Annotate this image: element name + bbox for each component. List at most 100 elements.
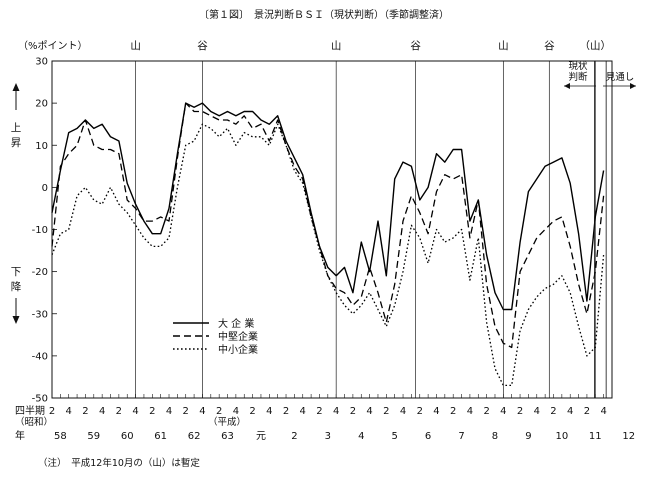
footnote: （注） 平成12年10月の（山）は暫定 [38,457,200,469]
x-quarter-label-10: 2 [216,406,222,417]
x-quarter-label-21: 4 [400,406,406,417]
cycle-marker-label-0: 山 [130,40,141,52]
x-quarter-label-9: 4 [199,406,205,417]
y-tick-label-0: 30 [35,57,48,68]
x-row3-label: 年 [15,429,25,442]
y-axis-unit-label: （%ポイント） [18,40,88,52]
x-quarter-label-3: 4 [99,406,105,417]
x-year-label-15: 10 [555,431,568,442]
x-quarter-label-13: 4 [266,406,272,417]
x-quarter-label-31: 4 [567,406,573,417]
x-year-label-0: 58 [54,431,67,442]
x-row1-label: 四半期 [15,404,45,417]
x-year-label-7: 2 [291,431,297,442]
down-arrow-head [12,316,20,324]
y-up-label-1: 上 [11,122,22,134]
y-down-label-1: 下 [11,266,22,278]
series-line-1 [51,102,605,349]
chart-title: 〔第１図〕 景況判断ＢＳＩ（現状判断）（季節調整済） [199,8,449,21]
x-quarter-label-12: 2 [249,406,255,417]
x-quarter-label-4: 2 [116,406,122,417]
y-tick-label-2: 10 [35,141,48,152]
x-quarter-label-11: 4 [233,406,239,417]
x-quarter-label-29: 4 [534,406,540,417]
x-quarter-label-28: 2 [517,406,523,417]
business-cycle-markers: 山 谷 山 谷 山 谷 （山） [130,40,611,398]
x-quarter-label-30: 2 [550,406,556,417]
x-quarter-label-19: 4 [366,406,372,417]
x-quarter-label-6: 2 [149,406,155,417]
y-up-label-2: 昇 [11,137,22,149]
y-tick-label-3: 0 [42,183,48,194]
x-row2b-label: （平成） [208,416,246,428]
x-year-label-5: 63 [221,431,234,442]
data-series [51,102,605,387]
legend-label-2: 中小企業 [218,343,258,356]
x-year-label-8: 3 [325,431,331,442]
x-year-label-11: 6 [425,431,431,442]
x-quarter-label-5: 4 [132,406,138,417]
x-quarter-label-26: 2 [483,406,489,417]
x-quarter-label-17: 4 [333,406,339,417]
x-quarter-label-8: 2 [183,406,189,417]
x-quarter-label-7: 4 [166,406,172,417]
y-tick-label-6: -30 [32,309,48,320]
x-quarter-label-15: 4 [300,406,306,417]
x-axis-labels: 四半期（昭和） （平成）年2 4 2 4 2 4 2 4 2 4 2 4 2 4 2 4 2 4 2 4 2 4 2 4 2 4 2 4… [15,404,635,442]
x-quarter-label-25: 4 [467,406,473,417]
x-quarter-label-2: 2 [82,406,88,417]
x-year-label-12: 7 [458,431,464,442]
forecast-divider: 現状判断 見通し [564,60,636,398]
up-arrow-head [12,83,20,91]
cycle-marker-label-5: 谷 [544,40,555,52]
cycle-marker-label-3: 谷 [410,40,421,52]
y-tick-label-7: -40 [32,351,48,362]
outlook-label: 見通し [606,72,635,83]
x-row2-label: （昭和） [15,416,53,428]
x-year-label-17: 12 [622,431,635,442]
x-quarter-label-16: 2 [316,406,322,417]
y-tick-label-1: 20 [35,99,48,110]
x-quarter-label-1: 4 [66,406,72,417]
cycle-marker-label-6: （山） [580,40,612,52]
plot-frame [51,60,613,399]
x-quarter-label-22: 2 [417,406,423,417]
x-quarter-label-24: 2 [450,406,456,417]
y-tick-label-8: -50 [32,394,48,405]
x-year-label-10: 5 [391,431,397,442]
cycle-marker-label-4: 山 [498,40,509,52]
x-quarter-label-20: 2 [383,406,389,417]
x-year-label-2: 60 [121,431,134,442]
x-year-label-13: 8 [492,431,498,442]
y-tick-label-4: -10 [32,225,48,236]
x-year-label-3: 61 [154,431,167,442]
current-label-line-1: 現状 [568,60,588,72]
x-quarter-label-32: 2 [584,406,590,417]
outlook-arrow-head [630,83,636,89]
legend-label-1: 中堅企業 [218,330,258,343]
x-year-label-9: 4 [358,431,364,442]
x-year-label-1: 59 [87,431,100,442]
legend-label-0: 大 企 業 [218,317,254,330]
x-year-label-6: 元 [256,431,266,442]
x-quarter-label-14: 2 [283,406,289,417]
x-quarter-label-18: 2 [350,406,356,417]
cycle-marker-label-1: 谷 [197,40,208,52]
x-quarter-label-0: 2 [49,406,55,417]
current-label-line-2: 判断 [568,71,588,83]
x-year-label-16: 11 [589,431,602,442]
series-line-2 [51,123,605,387]
series-line-0 [51,102,605,311]
x-quarter-label-23: 4 [433,406,439,417]
x-year-label-4: 62 [188,431,201,442]
current-arrow-head [564,83,570,89]
y-tick-label-5: -20 [32,267,48,278]
x-quarter-label-27: 4 [500,406,506,417]
x-year-label-14: 9 [525,431,531,442]
cycle-marker-label-2: 山 [331,40,342,52]
x-quarter-label-33: 4 [600,406,606,417]
y-down-label-2: 降 [11,280,22,293]
